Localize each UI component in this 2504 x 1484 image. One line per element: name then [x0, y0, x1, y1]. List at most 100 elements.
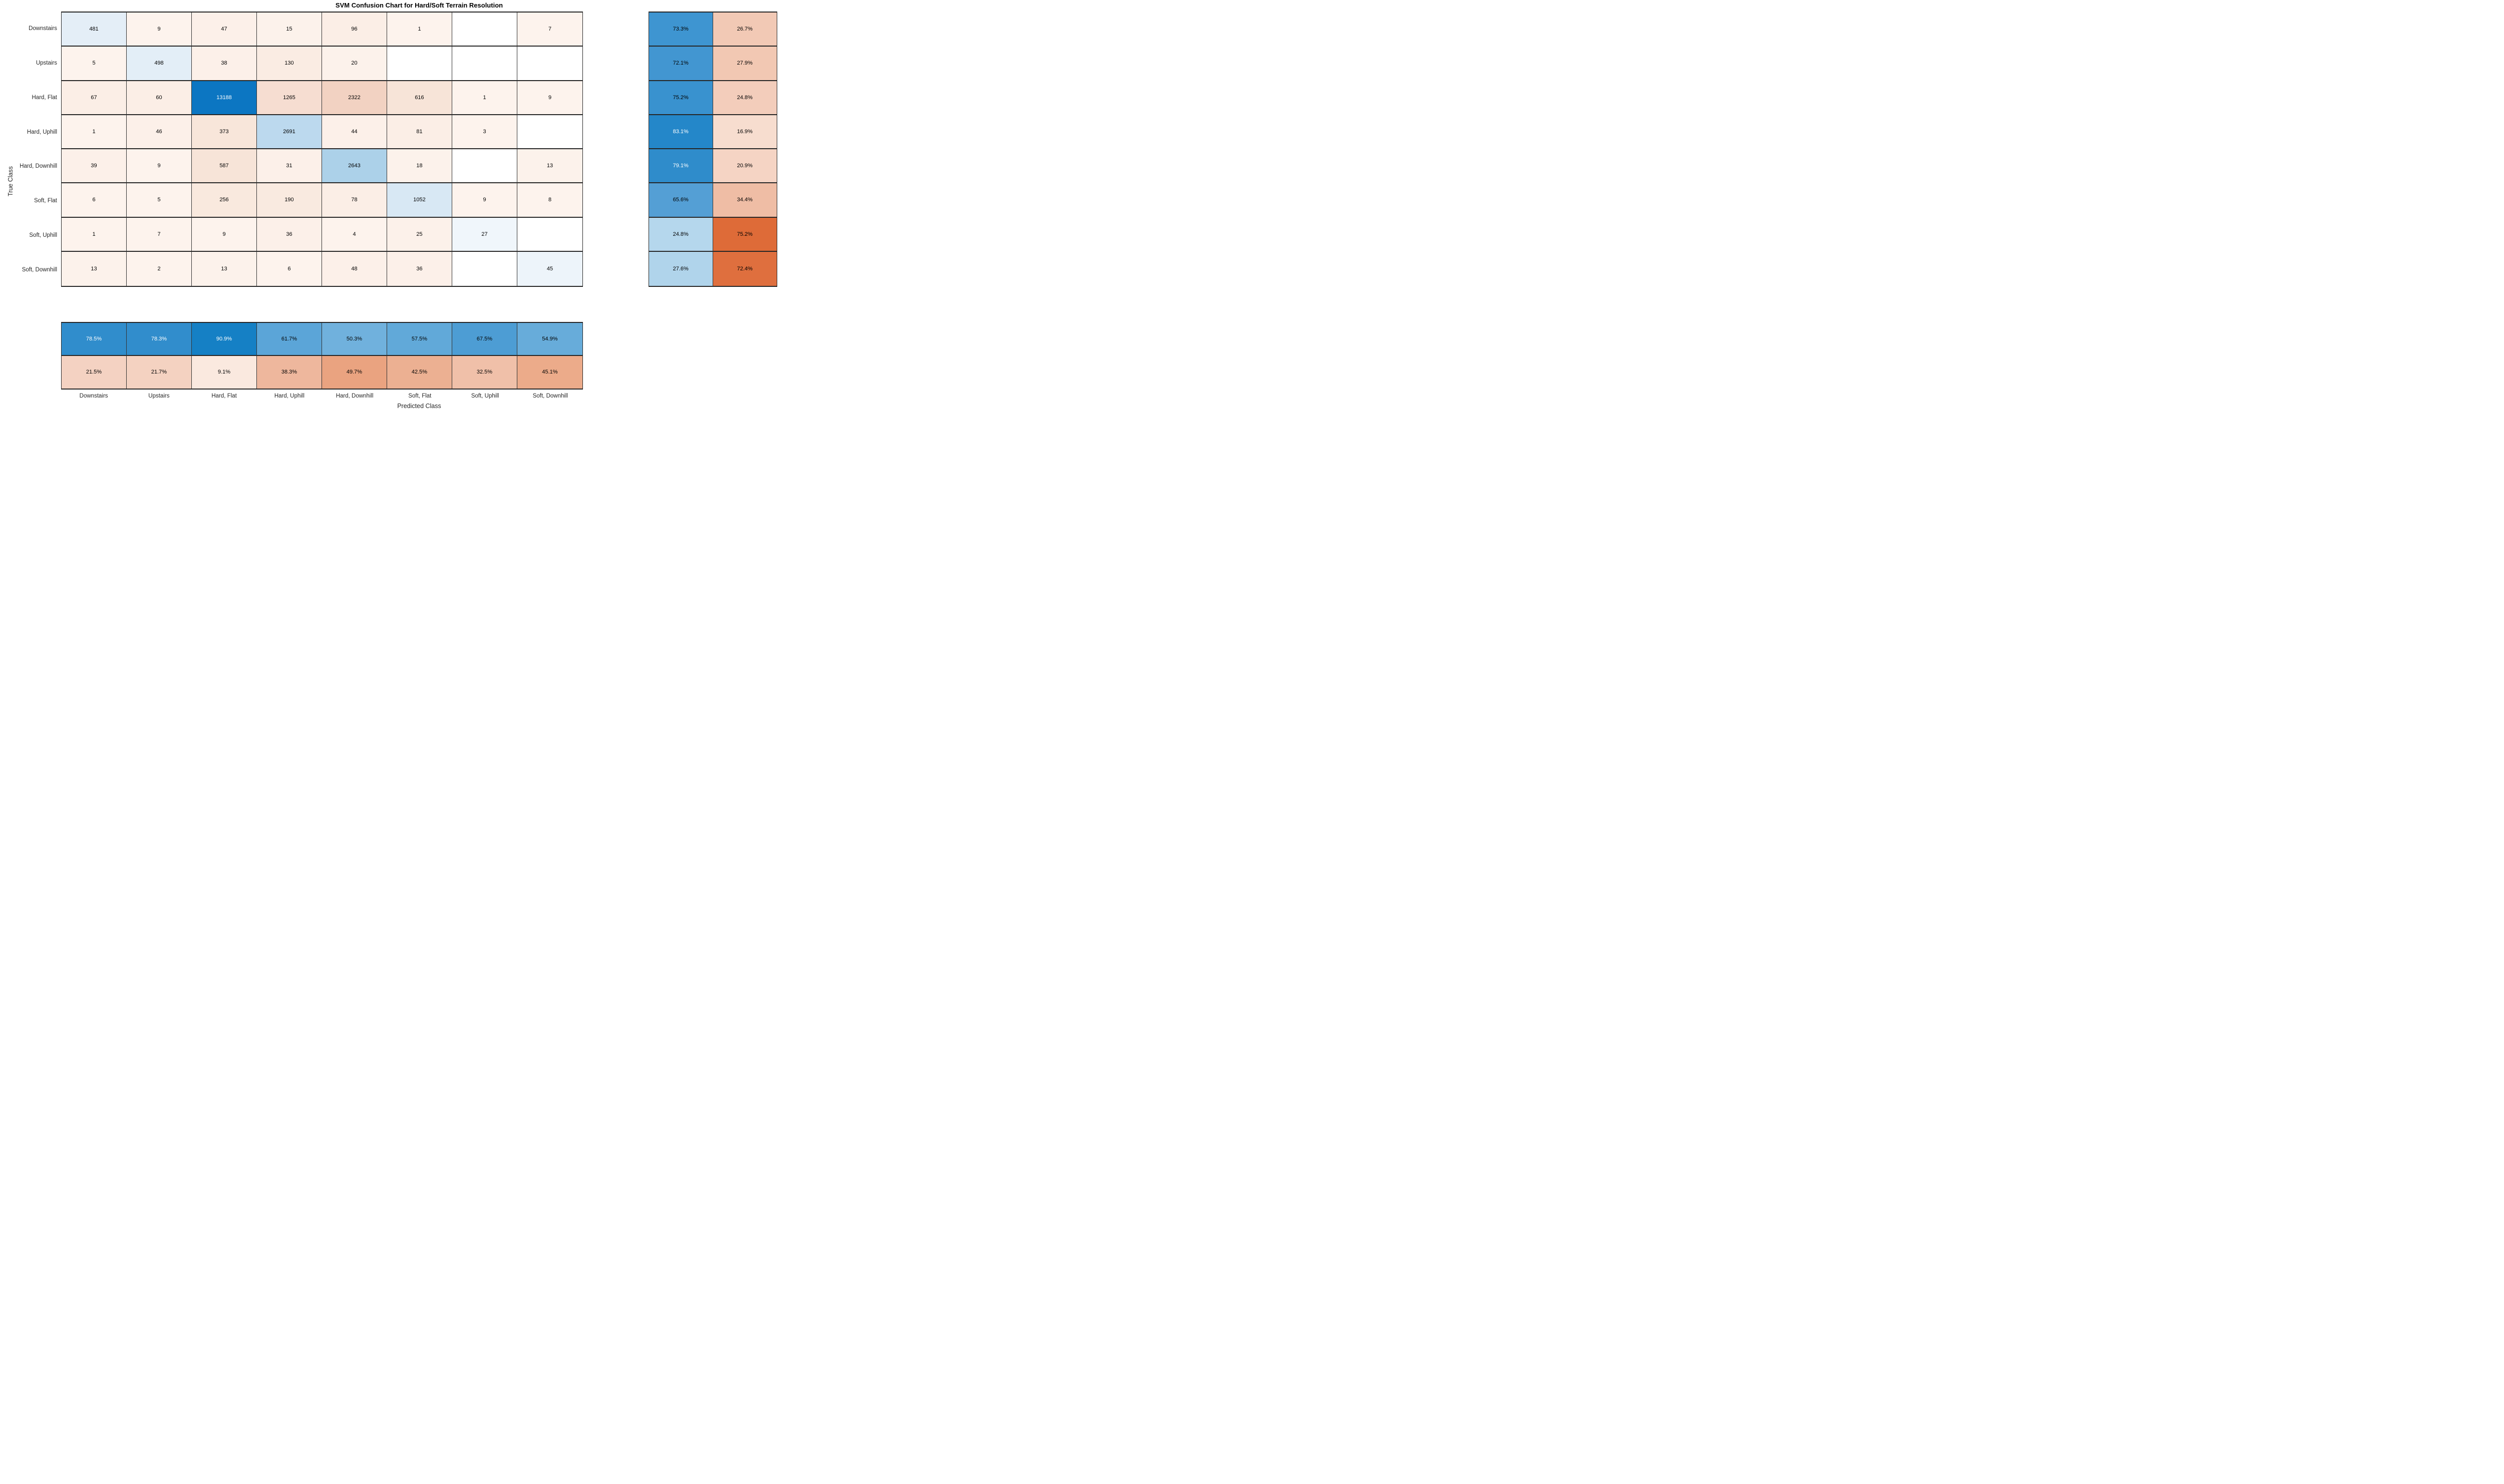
- matrix-cell: 5: [127, 183, 192, 218]
- matrix-cell: 130: [257, 47, 322, 81]
- matrix-cell: 498: [127, 47, 192, 81]
- y-tick-label: Upstairs: [36, 60, 57, 67]
- matrix-cell: 481: [62, 13, 127, 47]
- row-summary-cell: 24.8%: [713, 81, 777, 115]
- matrix-cell: 18: [387, 149, 452, 184]
- y-tick-label: Soft, Downhill: [22, 266, 57, 273]
- x-tick-label: Hard, Flat: [211, 393, 237, 399]
- matrix-cell: 13: [517, 149, 582, 184]
- matrix-cell: 2322: [322, 81, 387, 115]
- matrix-cell: 20: [322, 47, 387, 81]
- x-tick-label: Hard, Downhill: [336, 393, 374, 399]
- matrix-cell: [517, 47, 582, 81]
- matrix-cell: 1: [62, 217, 127, 252]
- row-summary-cell: 79.1%: [649, 149, 713, 184]
- column-summary-cell: 38.3%: [257, 355, 322, 389]
- matrix-cell: 1: [387, 13, 452, 47]
- matrix-cell: [517, 217, 582, 252]
- matrix-cell: 81: [387, 115, 452, 149]
- y-tick-label: Hard, Flat: [32, 94, 58, 101]
- x-tick-label: Upstairs: [148, 393, 170, 399]
- row-summary-cell: 72.1%: [649, 47, 713, 81]
- matrix-cell: 25: [387, 217, 452, 252]
- matrix-cell: 46: [127, 115, 192, 149]
- matrix-cell: 3: [452, 115, 517, 149]
- matrix-cell: 9: [452, 183, 517, 218]
- x-tick-label: Soft, Uphill: [471, 393, 499, 399]
- y-tick-label: Hard, Downhill: [20, 163, 57, 170]
- matrix-cell: 60: [127, 81, 192, 115]
- column-summary-cell: 78.3%: [127, 323, 192, 356]
- row-summary-cell: 65.6%: [649, 183, 713, 218]
- matrix-cell: 5: [62, 47, 127, 81]
- matrix-cell: 587: [192, 149, 257, 184]
- matrix-cell: [517, 115, 582, 149]
- matrix-cell: 256: [192, 183, 257, 218]
- matrix-cell: 47: [192, 13, 257, 47]
- matrix-cell: 13: [192, 251, 257, 286]
- matrix-cell: [387, 47, 452, 81]
- matrix-cell: 373: [192, 115, 257, 149]
- matrix-cell: 616: [387, 81, 452, 115]
- y-tick-label: Downstairs: [29, 26, 57, 32]
- column-summary-cell: 9.1%: [192, 355, 257, 389]
- x-tick-label: Downstairs: [79, 393, 108, 399]
- matrix-cell: 36: [387, 251, 452, 286]
- row-summary-cell: 75.2%: [713, 217, 777, 252]
- matrix-cell: 9: [127, 149, 192, 184]
- row-summary-cell: 24.8%: [649, 217, 713, 252]
- column-summary-cell: 61.7%: [257, 323, 322, 356]
- column-summary-cell: 21.7%: [127, 355, 192, 389]
- row-summary-cell: 83.1%: [649, 115, 713, 149]
- matrix-cell: 45: [517, 251, 582, 286]
- row-summary-cell: 73.3%: [649, 13, 713, 47]
- matrix-cell: 1: [62, 115, 127, 149]
- matrix-cell: 190: [257, 183, 322, 218]
- matrix-cell: 7: [127, 217, 192, 252]
- column-summary-cell: 42.5%: [387, 355, 452, 389]
- row-summary-cell: 27.6%: [649, 251, 713, 286]
- row-summary-cell: 26.7%: [713, 13, 777, 47]
- matrix-cell: 44: [322, 115, 387, 149]
- matrix-cell: 39: [62, 149, 127, 184]
- column-summary-cell: 32.5%: [452, 355, 517, 389]
- column-summary-cell: 45.1%: [517, 355, 582, 389]
- row-summary-cell: 75.2%: [649, 81, 713, 115]
- y-tick-label: Soft, Flat: [34, 198, 57, 204]
- row-summary-cell: 20.9%: [713, 149, 777, 184]
- matrix-cell: [452, 251, 517, 286]
- row-summary-cell: 72.4%: [713, 251, 777, 286]
- matrix-cell: 9: [517, 81, 582, 115]
- column-summary-cell: 57.5%: [387, 323, 452, 356]
- matrix-cell: 9: [192, 217, 257, 252]
- column-summary-cell: 49.7%: [322, 355, 387, 389]
- matrix-cell: 6: [257, 251, 322, 286]
- confusion-chart-figure: SVM Confusion Chart for Hard/Soft Terrai…: [0, 0, 785, 415]
- column-summary-cell: 78.5%: [62, 323, 127, 356]
- matrix-cell: 31: [257, 149, 322, 184]
- row-summary-cell: 16.9%: [713, 115, 777, 149]
- matrix-cell: 13188: [192, 81, 257, 115]
- matrix-cell: 1052: [387, 183, 452, 218]
- y-axis-label: True Class: [7, 166, 14, 196]
- matrix-cell: 2: [127, 251, 192, 286]
- matrix-cell: 67: [62, 81, 127, 115]
- row-summary-cell: 27.9%: [713, 47, 777, 81]
- matrix-cell: [452, 13, 517, 47]
- matrix-cell: 38: [192, 47, 257, 81]
- matrix-cell: [452, 149, 517, 184]
- x-tick-label: Soft, Downhill: [532, 393, 568, 399]
- column-summary-grid: 78.5% 78.3% 90.9% 61.7% 50.3% 57.5% 67.5% 54.9%…: [61, 322, 583, 390]
- matrix-cell: 48: [322, 251, 387, 286]
- column-summary-cell: 54.9%: [517, 323, 582, 356]
- chart-title: SVM Confusion Chart for Hard/Soft Terrai…: [335, 2, 503, 9]
- column-summary-cell: 21.5%: [62, 355, 127, 389]
- y-tick-label: Soft, Uphill: [29, 232, 57, 238]
- matrix-cell: 9: [127, 13, 192, 47]
- x-tick-label: Hard, Uphill: [274, 393, 304, 399]
- matrix-cell: 78: [322, 183, 387, 218]
- column-summary-cell: 67.5%: [452, 323, 517, 356]
- x-axis-label: Predicted Class: [397, 403, 441, 410]
- matrix-cell: 1265: [257, 81, 322, 115]
- matrix-cell: 36: [257, 217, 322, 252]
